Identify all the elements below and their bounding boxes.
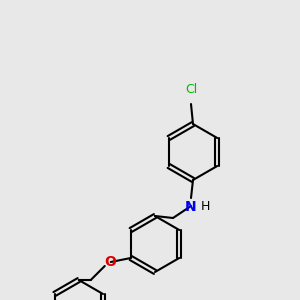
Text: Cl: Cl <box>185 83 197 96</box>
Text: O: O <box>104 255 116 269</box>
Text: N: N <box>185 200 197 214</box>
Text: H: H <box>201 200 210 213</box>
